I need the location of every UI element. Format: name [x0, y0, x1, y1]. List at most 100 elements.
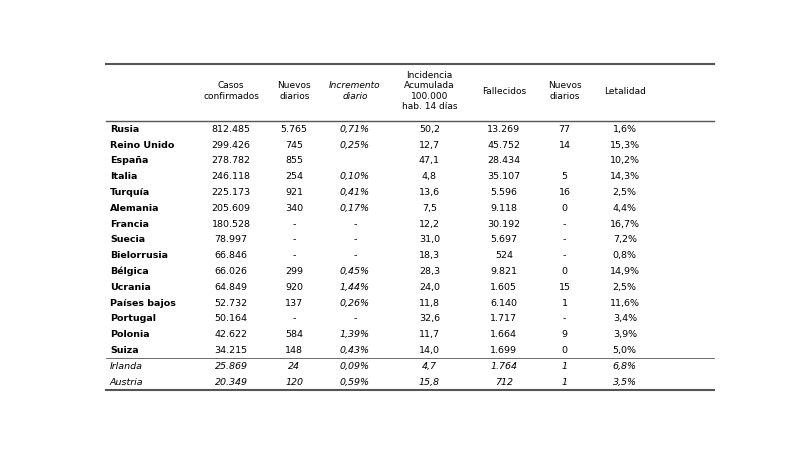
- Text: 77: 77: [558, 125, 570, 134]
- Text: Portugal: Portugal: [110, 315, 156, 324]
- Text: 5,0%: 5,0%: [613, 346, 637, 355]
- Text: 812.485: 812.485: [211, 125, 250, 134]
- Text: 137: 137: [285, 299, 303, 308]
- Text: 20.349: 20.349: [214, 378, 247, 387]
- Text: 3,4%: 3,4%: [613, 315, 637, 324]
- Text: 7,2%: 7,2%: [613, 235, 637, 244]
- Text: 0,25%: 0,25%: [340, 140, 370, 149]
- Text: 28,3: 28,3: [419, 267, 440, 276]
- Text: 25.869: 25.869: [214, 362, 247, 371]
- Text: 0,17%: 0,17%: [340, 204, 370, 213]
- Text: 205.609: 205.609: [211, 204, 250, 213]
- Text: 2,5%: 2,5%: [613, 283, 637, 292]
- Text: 5: 5: [562, 172, 568, 181]
- Text: Francia: Francia: [110, 220, 149, 229]
- Text: 4,4%: 4,4%: [613, 204, 637, 213]
- Text: 340: 340: [285, 204, 303, 213]
- Text: 15,8: 15,8: [419, 378, 440, 387]
- Text: 50.164: 50.164: [214, 315, 247, 324]
- Text: 0,10%: 0,10%: [340, 172, 370, 181]
- Text: 3,5%: 3,5%: [613, 378, 637, 387]
- Text: Polonia: Polonia: [110, 330, 150, 339]
- Text: 299.426: 299.426: [211, 140, 250, 149]
- Text: 2,5%: 2,5%: [613, 188, 637, 197]
- Text: 24: 24: [288, 362, 300, 371]
- Text: 18,3: 18,3: [419, 251, 440, 260]
- Text: 50,2: 50,2: [419, 125, 440, 134]
- Text: 921: 921: [286, 188, 303, 197]
- Text: Incidencia
Acumulada
100.000
hab. 14 días: Incidencia Acumulada 100.000 hab. 14 día…: [402, 71, 457, 111]
- Text: -: -: [354, 220, 357, 229]
- Text: 524: 524: [495, 251, 513, 260]
- Text: Fallecidos: Fallecidos: [482, 87, 526, 96]
- Text: 64.849: 64.849: [214, 283, 247, 292]
- Text: 9.821: 9.821: [490, 267, 518, 276]
- Text: -: -: [563, 251, 566, 260]
- Text: 0: 0: [562, 267, 568, 276]
- Text: Suecia: Suecia: [110, 235, 145, 244]
- Text: 14,9%: 14,9%: [610, 267, 640, 276]
- Text: 1,6%: 1,6%: [613, 125, 637, 134]
- Text: Rusia: Rusia: [110, 125, 139, 134]
- Text: 9: 9: [562, 330, 568, 339]
- Text: 299: 299: [286, 267, 303, 276]
- Text: 11,6%: 11,6%: [610, 299, 640, 308]
- Text: 0,26%: 0,26%: [340, 299, 370, 308]
- Text: 3,9%: 3,9%: [613, 330, 637, 339]
- Text: 225.173: 225.173: [211, 188, 250, 197]
- Text: 0,43%: 0,43%: [340, 346, 370, 355]
- Text: 9.118: 9.118: [490, 204, 518, 213]
- Text: 24,0: 24,0: [419, 283, 440, 292]
- Text: 246.118: 246.118: [211, 172, 250, 181]
- Text: 5.596: 5.596: [490, 188, 518, 197]
- Text: 16: 16: [558, 188, 570, 197]
- Text: 10,2%: 10,2%: [610, 157, 640, 166]
- Text: 148: 148: [286, 346, 303, 355]
- Text: 34.215: 34.215: [214, 346, 248, 355]
- Text: 0,09%: 0,09%: [340, 362, 370, 371]
- Text: Bélgica: Bélgica: [110, 267, 149, 276]
- Text: 1,44%: 1,44%: [340, 283, 370, 292]
- Text: 278.782: 278.782: [211, 157, 250, 166]
- Text: 0,71%: 0,71%: [340, 125, 370, 134]
- Text: 30.192: 30.192: [487, 220, 521, 229]
- Text: 52.732: 52.732: [214, 299, 248, 308]
- Text: 920: 920: [286, 283, 303, 292]
- Text: Nuevos
diarios: Nuevos diarios: [278, 81, 311, 101]
- Text: 35.107: 35.107: [487, 172, 521, 181]
- Text: 45.752: 45.752: [487, 140, 520, 149]
- Text: -: -: [354, 235, 357, 244]
- Text: 855: 855: [286, 157, 303, 166]
- Text: 14: 14: [558, 140, 570, 149]
- Text: Reino Unido: Reino Unido: [110, 140, 174, 149]
- Text: 584: 584: [286, 330, 303, 339]
- Text: 254: 254: [286, 172, 303, 181]
- Text: 31,0: 31,0: [419, 235, 440, 244]
- Text: 0,41%: 0,41%: [340, 188, 370, 197]
- Text: 120: 120: [286, 378, 303, 387]
- Text: -: -: [563, 315, 566, 324]
- Text: Nuevos
diarios: Nuevos diarios: [548, 81, 582, 101]
- Text: -: -: [293, 315, 296, 324]
- Text: 180.528: 180.528: [211, 220, 250, 229]
- Text: 14,0: 14,0: [419, 346, 440, 355]
- Text: 4,8: 4,8: [422, 172, 437, 181]
- Text: 5.765: 5.765: [281, 125, 308, 134]
- Text: 1.717: 1.717: [490, 315, 518, 324]
- Text: 14,3%: 14,3%: [610, 172, 640, 181]
- Text: 16,7%: 16,7%: [610, 220, 640, 229]
- Text: 78.997: 78.997: [214, 235, 247, 244]
- Text: -: -: [293, 251, 296, 260]
- Text: -: -: [563, 235, 566, 244]
- Text: Ucrania: Ucrania: [110, 283, 150, 292]
- Text: 12,7: 12,7: [419, 140, 440, 149]
- Text: 1: 1: [562, 378, 568, 387]
- Text: 15: 15: [558, 283, 570, 292]
- Text: -: -: [354, 251, 357, 260]
- Text: Incremento
diario: Incremento diario: [329, 81, 381, 101]
- Text: 6.140: 6.140: [490, 299, 518, 308]
- Text: Turquía: Turquía: [110, 188, 150, 197]
- Text: 0,8%: 0,8%: [613, 251, 637, 260]
- Text: 745: 745: [286, 140, 303, 149]
- Text: -: -: [563, 220, 566, 229]
